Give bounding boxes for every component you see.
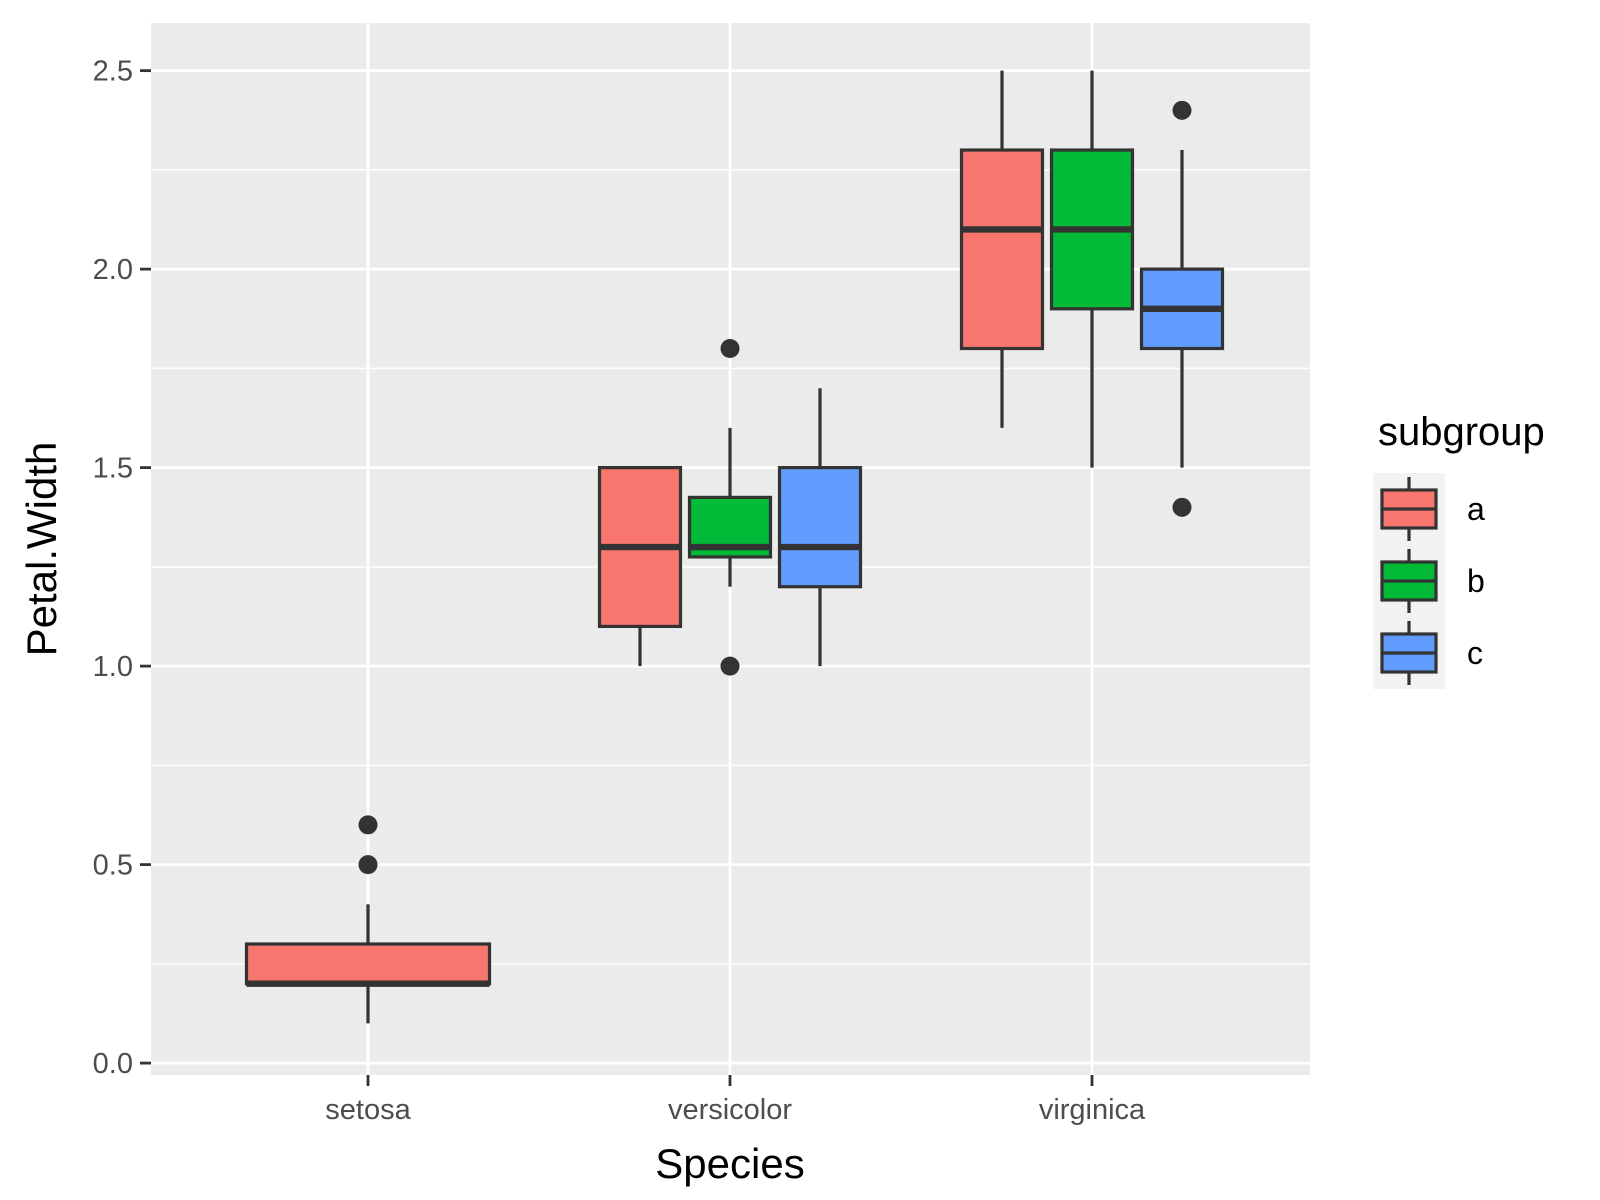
y-tick-label: 0.5 [93, 850, 133, 882]
outlier-point [720, 656, 740, 676]
legend-title: subgroup [1378, 410, 1545, 454]
legend-label: b [1467, 563, 1485, 599]
x-tick-label: versicolor [668, 1094, 792, 1126]
legend-label: c [1467, 635, 1483, 671]
x-tick-label: setosa [325, 1094, 411, 1126]
box-iqr [244, 942, 492, 986]
y-tick-label: 2.5 [93, 56, 133, 88]
outlier-point [1172, 497, 1192, 517]
boxes-layer [244, 70, 1225, 1024]
x-tick-label: virginica [1039, 1094, 1146, 1126]
legend-entry-c: c [1373, 617, 1483, 689]
box-iqr [959, 148, 1045, 351]
box-iqr [777, 466, 863, 589]
box-versicolor-a [597, 466, 683, 667]
box-virginica-a [959, 70, 1045, 428]
outlier-point [720, 339, 740, 359]
legend-label: a [1467, 491, 1485, 527]
y-tick-label: 2.0 [93, 254, 133, 286]
y-tick-label: 0.0 [93, 1048, 133, 1080]
y-tick-label: 1.5 [93, 453, 133, 485]
x-axis-title: Species [655, 1140, 804, 1187]
box-versicolor-c [777, 388, 863, 667]
y-axis: 0.0 0.5 1.0 1.5 2.0 2.5 [93, 56, 151, 1080]
legend: subgroup abc [1373, 410, 1545, 689]
legend-entry-b: b [1373, 545, 1485, 617]
outlier-point [358, 855, 378, 875]
legend-entry-a: a [1373, 473, 1485, 545]
box-versicolor-b [687, 339, 773, 676]
box-setosa-a [244, 815, 492, 1024]
y-axis-title: Petal.Width [18, 442, 65, 657]
box-virginica-c [1139, 100, 1225, 517]
x-axis: setosa versicolor virginica [325, 1075, 1146, 1126]
outlier-point [358, 815, 378, 835]
y-tick-label: 1.0 [93, 651, 133, 683]
box-virginica-b [1049, 70, 1135, 468]
outlier-point [1172, 100, 1192, 120]
